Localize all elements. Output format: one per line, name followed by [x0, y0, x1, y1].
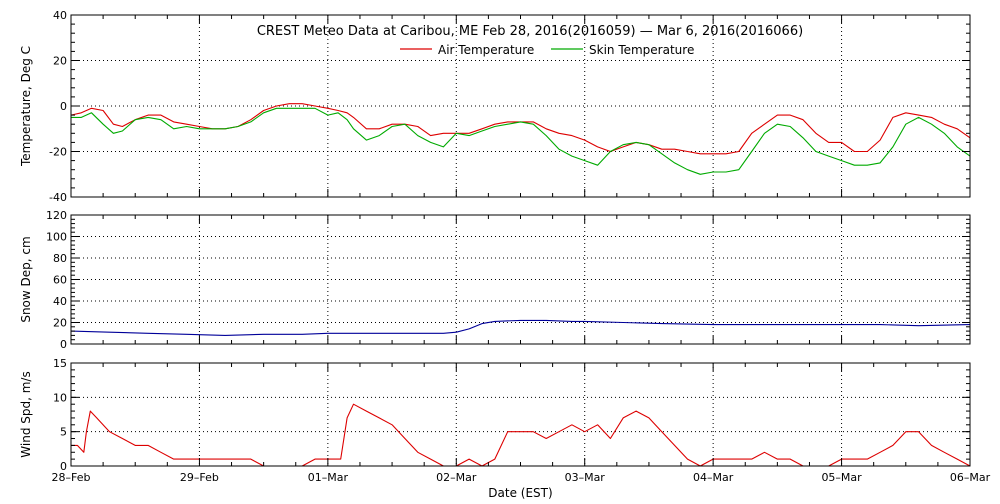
y-tick-label: 10: [53, 391, 67, 404]
legend-label: Air Temperature: [438, 43, 534, 57]
y-tick-label: 0: [60, 338, 67, 351]
y-tick-label: 100: [46, 231, 67, 244]
y-tick-label: 5: [60, 426, 67, 439]
y-axis-label: Temperature, Deg C: [19, 46, 33, 167]
legend-label: Skin Temperature: [589, 43, 694, 57]
y-tick-label: 40: [53, 295, 67, 308]
y-tick-label: -40: [49, 191, 67, 204]
y-tick-label: 15: [53, 357, 67, 370]
chart-title: CREST Meteo Data at Caribou, ME Feb 28, …: [257, 24, 803, 39]
plot-frame: [70, 362, 971, 467]
series-line-snow_depth-0: [70, 319, 971, 336]
axes-layer: [70, 14, 971, 467]
series-line-wind_speed-0: [71, 403, 971, 467]
x-tick-label: 06–Mar: [950, 471, 991, 484]
x-tick-label: 01–Mar: [308, 471, 349, 484]
series-line-temperature-1: [71, 107, 971, 175]
x-tick-label: 05–Mar: [821, 471, 862, 484]
x-tick-label: 02–Mar: [436, 471, 477, 484]
y-tick-label: 60: [53, 274, 67, 287]
x-axis-label: Date (EST): [488, 486, 552, 500]
y-tick-label: 20: [53, 55, 67, 68]
y-tick-label: -20: [49, 146, 67, 159]
x-tick-label: 29–Feb: [180, 471, 219, 484]
series-layer: [70, 103, 971, 467]
x-tick-label: 28–Feb: [52, 471, 91, 484]
y-tick-label: 0: [60, 460, 67, 473]
y-axis-label: Snow Dep, cm: [19, 236, 33, 322]
y-tick-label: 0: [60, 100, 67, 113]
grid-layer: [71, 15, 970, 466]
y-tick-label: 120: [46, 209, 67, 222]
y-axis-label: Wind Spd, m/s: [19, 371, 33, 457]
y-tick-label: 80: [53, 252, 67, 265]
y-tick-label: 20: [53, 317, 67, 330]
x-tick-label: 03–Mar: [565, 471, 606, 484]
y-tick-label: 40: [53, 9, 67, 22]
x-tick-label: 04–Mar: [693, 471, 734, 484]
